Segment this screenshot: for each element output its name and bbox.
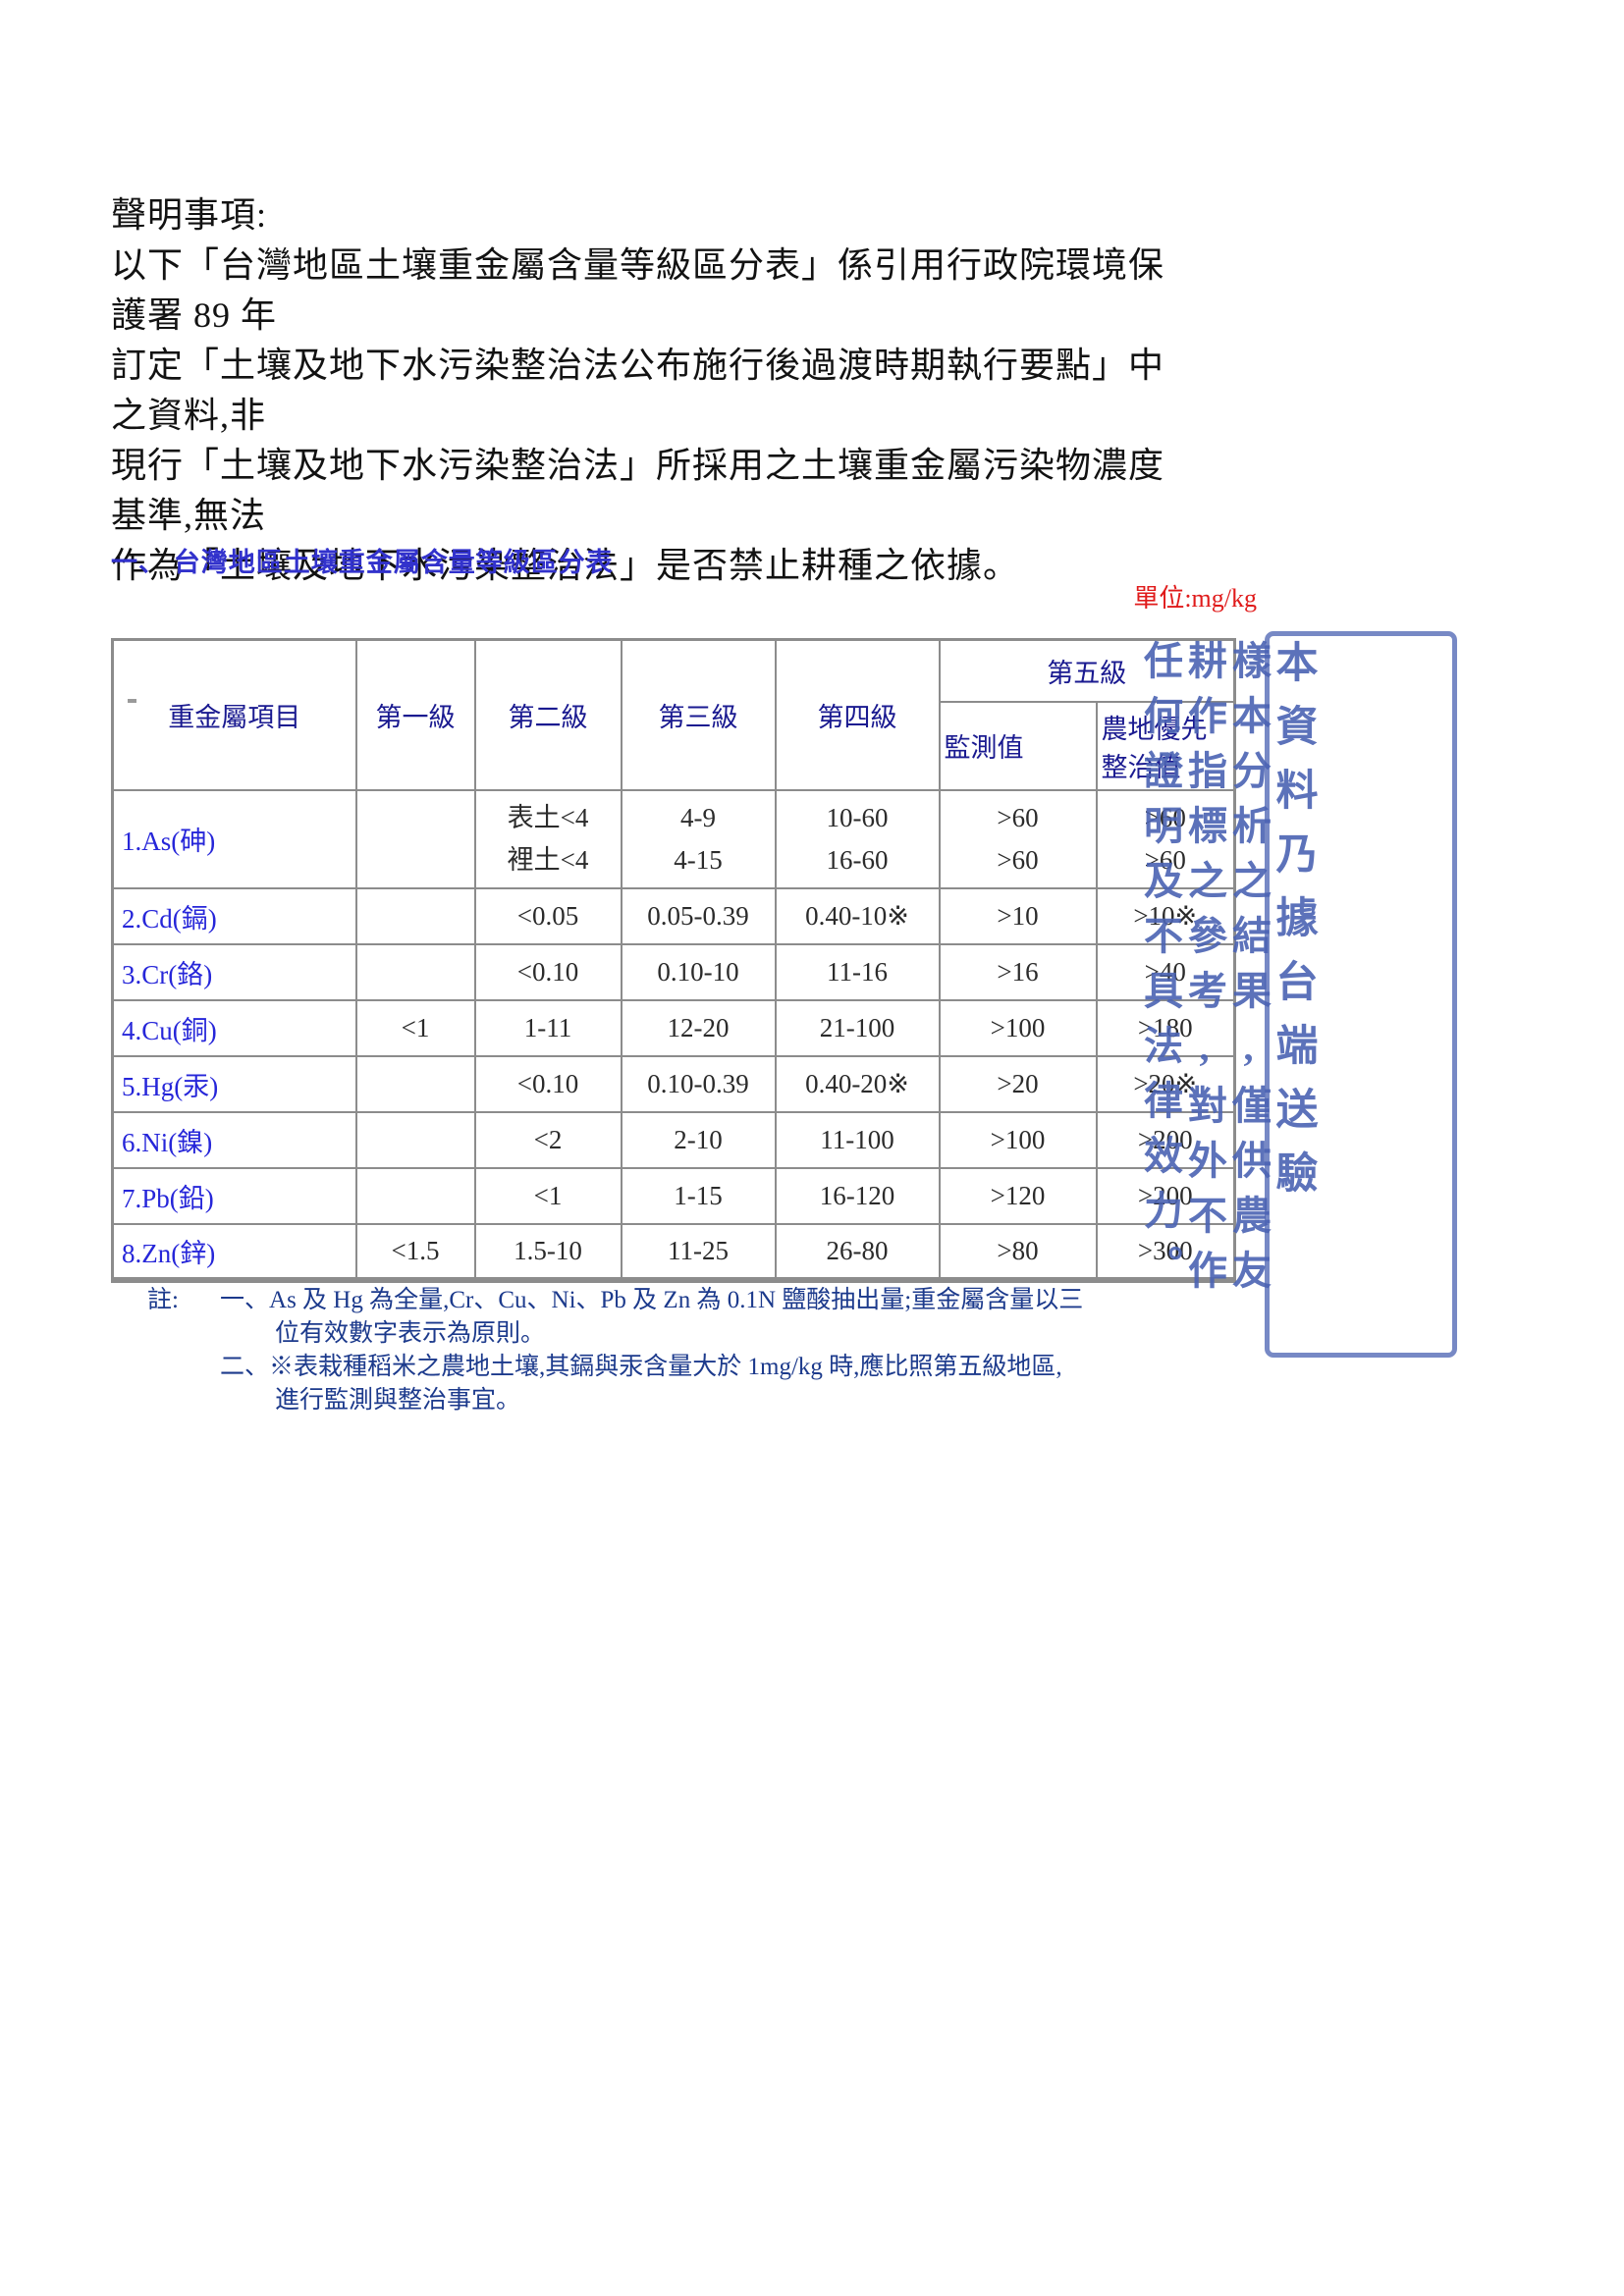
value-cell: <2	[473, 1110, 623, 1169]
value-cell: >60 >60	[938, 788, 1098, 889]
value-cell: 0.40-10※	[774, 886, 941, 945]
table-row-hg: 5.Hg(汞) <0.10 0.10-0.39 0.40-20※ >20 >20…	[111, 1054, 1236, 1113]
disclaimer-stamp: 本資料乃據台端送驗 樣本分析之結果,僅供農友 耕作指標之參考,對外不作 任何證明…	[1138, 631, 1457, 1358]
declaration-line: 作為「土壤及地下水污染整治法」是否禁止耕種之依據。	[111, 546, 1020, 585]
col-header-metal: 重金屬項目	[111, 638, 357, 791]
value-cell	[354, 886, 476, 945]
value-cell	[354, 942, 476, 1001]
declaration-heading: 聲明事項:	[111, 195, 268, 235]
value-cell: 16-120	[774, 1166, 941, 1225]
value-cell: 0.40-20※	[774, 1054, 941, 1113]
stamp-column: 本資料乃據台端送驗	[1270, 640, 1316, 1214]
col-header-level5: 第五級	[938, 638, 1236, 703]
value-cell: 0.10-0.39	[620, 1054, 777, 1113]
value-cell: >100	[938, 998, 1098, 1057]
value-cell: >20※	[1095, 1054, 1236, 1113]
declaration-line: 現行「土壤及地下水污染整治法」所採用之土壤重金屬污染物濃度基準,無法	[111, 446, 1165, 535]
value-cell: 11-100	[774, 1110, 941, 1169]
declaration-line: 以下「台灣地區土壤重金屬含量等級區分表」係引用行政院環境保護署 89 年	[111, 245, 1165, 335]
value-cell	[354, 1054, 476, 1113]
col-header-monitor-value: 監測值	[938, 700, 1098, 791]
value-cell: <1	[354, 998, 476, 1057]
value-cell: >60 >60	[1095, 788, 1236, 889]
value-cell: 表土<4 裡土<4	[473, 788, 623, 889]
heavy-metal-table: 重金屬項目 第一級 第二級 第三級 第四級 第五級 監測值 農地優先整治值 1.…	[111, 638, 1236, 1283]
table-row-zn: 8.Zn(鋅) <1.5 1.5-10 11-25 26-80 >80 >300	[111, 1222, 1236, 1281]
value-cell: 11-16	[774, 942, 941, 1001]
value-cell: 1-15	[620, 1166, 777, 1225]
metal-cell: 4.Cu(銅)	[111, 998, 357, 1057]
value-cell: >120	[938, 1166, 1098, 1225]
col-header-level3: 第三級	[620, 638, 777, 791]
col-header-farmland-value: 農地優先整治值	[1095, 700, 1236, 791]
metal-cell: 6.Ni(鎳)	[111, 1110, 357, 1169]
notes-label: 註:	[147, 1287, 179, 1313]
table-notes: 註: 一、As 及 Hg 為全量,Cr、Cu、Ni、Pb 及 Zn 為 0.1N…	[147, 1284, 1083, 1417]
value-cell: >200	[1095, 1110, 1236, 1169]
col-header-level1: 第一級	[354, 638, 476, 791]
value-cell: >80	[938, 1222, 1098, 1281]
value-cell: 21-100	[774, 998, 941, 1057]
value-cell: 10-60 16-60	[774, 788, 941, 889]
metal-cell: 1.As(砷)	[111, 788, 357, 889]
value-cell: >10※	[1095, 886, 1236, 945]
table-row-as: 1.As(砷) 表土<4 裡土<4 4-9 4-15 10-60 16-60 >…	[111, 788, 1236, 889]
stamp-column: 任何證明及不具法律效力。	[1138, 640, 1182, 1300]
note-item-1: 一、As 及 Hg 為全量,Cr、Cu、Ni、Pb 及 Zn 為 0.1N 鹽酸…	[220, 1287, 1084, 1347]
table-row-ni: 6.Ni(鎳) <2 2-10 11-100 >100 >200	[111, 1110, 1236, 1169]
metal-cell: 2.Cd(鎘)	[111, 886, 357, 945]
value-cell: >200	[1095, 1166, 1236, 1225]
metal-cell: 5.Hg(汞)	[111, 1054, 357, 1113]
value-cell: 11-25	[620, 1222, 777, 1281]
table-row-cd: 2.Cd(鎘) <0.05 0.05-0.39 0.40-10※ >10 >10…	[111, 886, 1236, 945]
table-row-cr: 3.Cr(鉻) <0.10 0.10-10 11-16 >16 >40	[111, 942, 1236, 1001]
value-cell: 2-10	[620, 1110, 777, 1169]
value-cell: <1.5	[354, 1222, 476, 1281]
stamp-column: 耕作指標之參考,對外不作	[1182, 640, 1226, 1305]
value-cell: <0.10	[473, 942, 623, 1001]
value-cell: 0.05-0.39	[620, 886, 777, 945]
value-cell: >16	[938, 942, 1098, 1001]
value-cell: >20	[938, 1054, 1098, 1113]
value-cell: 0.10-10	[620, 942, 777, 1001]
declaration-block: 聲明事項: 以下「台灣地區土壤重金屬含量等級區分表」係引用行政院環境保護署 89…	[111, 190, 1176, 591]
section-title: 一、 台灣地區土壤重金屬含量等級區分表	[111, 548, 614, 577]
metal-cell: 8.Zn(鋅)	[111, 1222, 357, 1281]
value-cell: <0.10	[473, 1054, 623, 1113]
value-cell: 26-80	[774, 1222, 941, 1281]
value-cell: >180	[1095, 998, 1236, 1057]
value-cell	[354, 788, 476, 889]
table-row-pb: 7.Pb(鉛) <1 1-15 16-120 >120 >200	[111, 1166, 1236, 1225]
value-cell: >10	[938, 886, 1098, 945]
col-header-level4: 第四級	[774, 638, 941, 791]
value-cell: 4-9 4-15	[620, 788, 777, 889]
metal-cell: 3.Cr(鉻)	[111, 942, 357, 1001]
declaration-line: 訂定「土壤及地下水污染整治法公布施行後過渡時期執行要點」中之資料,非	[111, 346, 1165, 435]
table-row-cu: 4.Cu(銅) <1 1-11 12-20 21-100 >100 >180	[111, 998, 1236, 1057]
value-cell: 1.5-10	[473, 1222, 623, 1281]
value-cell: >300	[1095, 1222, 1236, 1281]
col-header-level2: 第二級	[473, 638, 623, 791]
metal-cell: 7.Pb(鉛)	[111, 1166, 357, 1225]
note-item-2: 二、※表栽種稻米之農地土壤,其鎘與汞含量大於 1mg/kg 時,應比照第五級地區…	[220, 1354, 1062, 1414]
value-cell: 12-20	[620, 998, 777, 1057]
value-cell	[354, 1166, 476, 1225]
value-cell: <0.05	[473, 886, 623, 945]
unit-label: 單位:mg/kg	[1133, 584, 1257, 613]
value-cell: 1-11	[473, 998, 623, 1057]
value-cell: >100	[938, 1110, 1098, 1169]
value-cell	[354, 1110, 476, 1169]
value-cell: <1	[473, 1166, 623, 1225]
value-cell: >40	[1095, 942, 1236, 1001]
stamp-column: 樣本分析之結果,僅供農友	[1226, 640, 1271, 1305]
